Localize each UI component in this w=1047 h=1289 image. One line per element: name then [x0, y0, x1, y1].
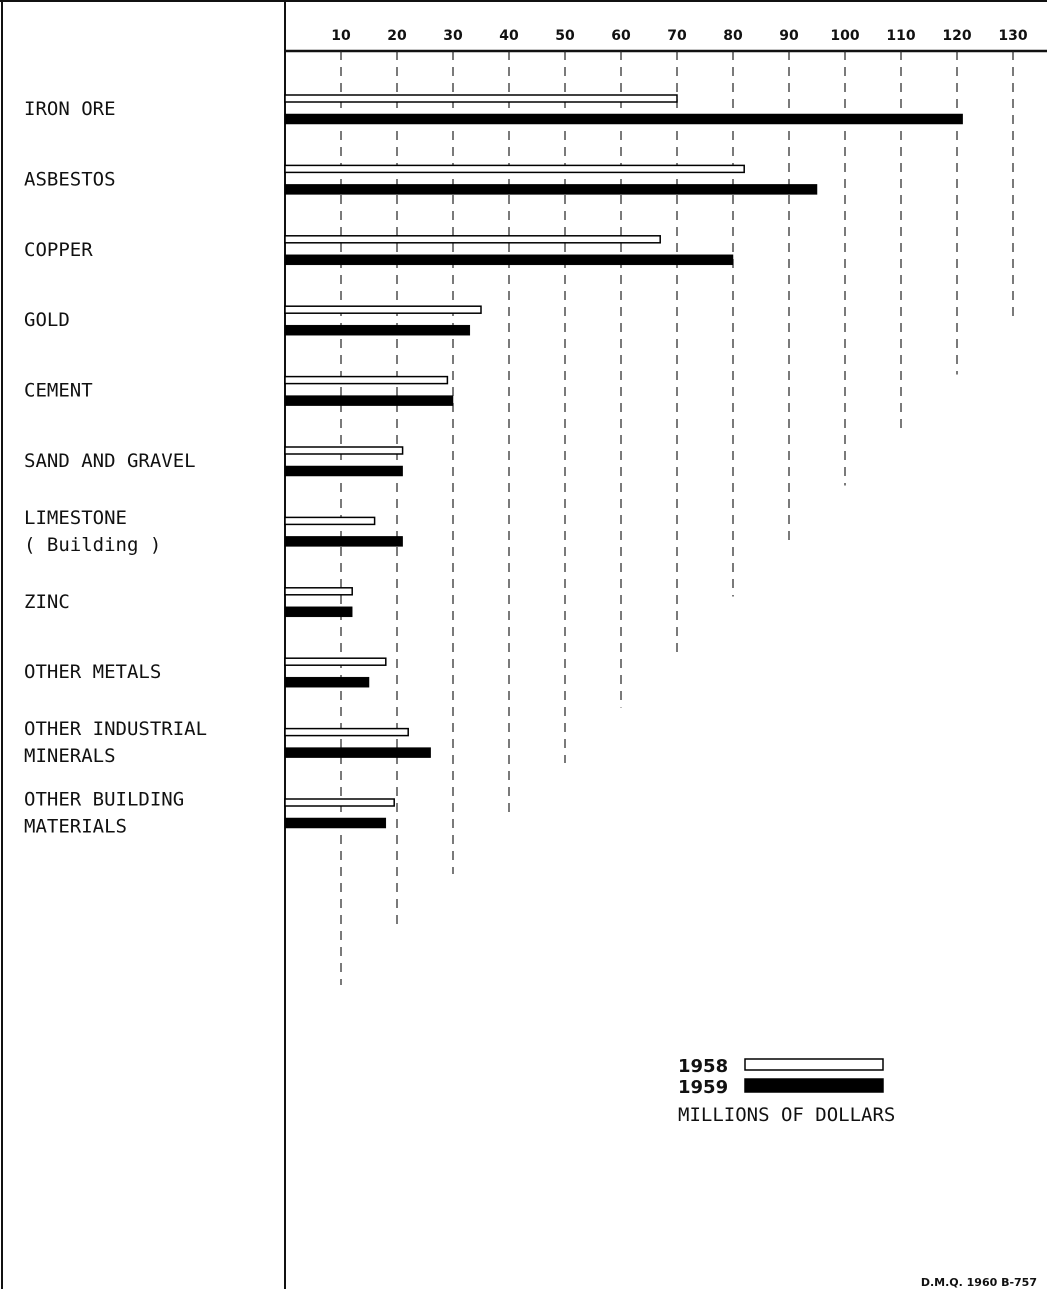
bar-1959-2: [284, 254, 734, 266]
bar-1958-7: [284, 587, 353, 596]
x-tick-label-40: 40: [499, 28, 519, 44]
bar-1958-2: [284, 235, 661, 244]
legend: 1958 1959 MILLIONS OF DOLLARS: [678, 1056, 895, 1126]
bar-1958-3: [284, 305, 482, 314]
bars: [284, 94, 963, 829]
category-label: ZINC: [24, 591, 70, 613]
bar-1958-9: [284, 727, 409, 737]
bar-1958-10: [284, 798, 395, 807]
bar-1959-1: [284, 184, 818, 195]
legend-label-1959: 1959: [678, 1077, 728, 1098]
category-label: ( Building ): [24, 534, 161, 556]
category-label: OTHER BUILDING: [24, 789, 184, 811]
x-tick-label-100: 100: [830, 28, 859, 44]
category-label: ASBESTOS: [24, 168, 116, 190]
bar-1959-9: [284, 747, 431, 758]
legend-label-1958: 1958: [678, 1056, 728, 1077]
x-tick-labels: 10 20 30 40 50 60 70 80 90 100 110 120 130: [331, 28, 1028, 44]
x-tick-label-70: 70: [667, 28, 687, 44]
bar-1958-5: [284, 446, 404, 455]
category-label: SAND AND GRAVEL: [24, 450, 196, 472]
bar-1958-0: [284, 94, 678, 103]
bar-1958-6: [284, 516, 376, 526]
bar-1958-1: [284, 164, 745, 174]
category-label: COPPER: [24, 239, 93, 261]
legend-swatch-1958: [744, 1058, 884, 1071]
category-label: OTHER INDUSTRIAL: [24, 718, 207, 740]
bar-1959-4: [284, 395, 454, 406]
x-tick-label-110: 110: [886, 28, 915, 44]
category-label: IRON ORE: [24, 98, 116, 120]
legend-units-label: MILLIONS OF DOLLARS: [678, 1104, 895, 1126]
x-tick-label-60: 60: [611, 28, 631, 44]
x-tick-label-130: 130: [998, 28, 1027, 44]
category-label: OTHER METALS: [24, 661, 161, 683]
x-tick-label-20: 20: [387, 28, 407, 44]
credit-label: D.M.Q. 1960 B-757: [921, 1276, 1037, 1289]
x-tick-label-120: 120: [942, 28, 971, 44]
bar-1958-4: [284, 375, 449, 385]
bar-1958-8: [284, 657, 387, 666]
x-tick-label-30: 30: [443, 28, 463, 44]
bar-1959-0: [284, 113, 963, 125]
x-tick-label-80: 80: [723, 28, 743, 44]
bar-1959-8: [284, 676, 370, 688]
bar-1959-6: [284, 536, 403, 547]
bar-1959-7: [284, 606, 353, 618]
category-label: MINERALS: [24, 745, 116, 767]
x-tick-label-10: 10: [331, 28, 351, 44]
category-label: LIMESTONE: [24, 507, 127, 529]
bar-1959-5: [284, 465, 403, 477]
category-label: MATERIALS: [24, 816, 127, 838]
category-label: GOLD: [24, 309, 70, 331]
legend-swatch-1959: [744, 1078, 884, 1093]
x-tick-label-90: 90: [779, 28, 799, 44]
x-tick-label-50: 50: [555, 28, 575, 44]
category-label: CEMENT: [24, 380, 93, 402]
category-labels: IRON ORE ASBESTOS COPPER GOLD CEMENT SAND AND…: [24, 98, 207, 838]
bar-1959-3: [284, 324, 471, 336]
bar-1959-10: [284, 817, 387, 829]
